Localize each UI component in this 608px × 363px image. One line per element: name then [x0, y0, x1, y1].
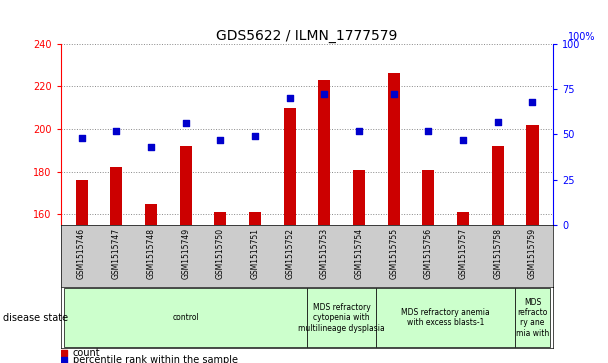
Point	[320, 91, 330, 97]
Point	[181, 121, 190, 126]
Point	[235, 326, 245, 332]
Text: count: count	[73, 347, 100, 358]
Bar	[75, 180, 88, 225]
Text: GSM1515759: GSM1515759	[528, 228, 537, 279]
Bar	[388, 73, 400, 225]
Title: GDS5622 / ILMN_1777579: GDS5622 / ILMN_1777579	[216, 29, 398, 42]
Bar	[283, 107, 295, 225]
Text: GSM1515756: GSM1515756	[424, 228, 433, 279]
Bar	[307, 288, 376, 347]
Bar	[179, 146, 192, 225]
Text: GSM1515748: GSM1515748	[147, 228, 156, 279]
Point	[285, 95, 294, 101]
Text: GSM1515757: GSM1515757	[458, 228, 468, 279]
Bar	[376, 288, 515, 347]
Bar	[145, 204, 157, 225]
Bar	[515, 288, 550, 347]
Text: MDS refractory anemia
with excess blasts-1: MDS refractory anemia with excess blasts…	[401, 308, 490, 327]
Bar	[249, 212, 261, 225]
Bar	[527, 125, 539, 225]
Text: GSM1515758: GSM1515758	[493, 228, 502, 279]
Bar	[319, 80, 331, 225]
Point	[493, 119, 503, 125]
Point	[458, 137, 468, 143]
Point	[528, 99, 537, 105]
Text: GSM1515755: GSM1515755	[389, 228, 398, 279]
Point	[389, 91, 399, 97]
Point	[146, 144, 156, 150]
Text: MDS refractory
cytopenia with
multilineage dysplasia: MDS refractory cytopenia with multilinea…	[299, 303, 385, 333]
Text: GSM1515747: GSM1515747	[112, 228, 121, 279]
Text: GSM1515750: GSM1515750	[216, 228, 225, 279]
Point	[354, 128, 364, 134]
Text: GSM1515749: GSM1515749	[181, 228, 190, 279]
Bar	[64, 288, 307, 347]
Point	[215, 137, 225, 143]
Text: GSM1515754: GSM1515754	[354, 228, 364, 279]
Point	[250, 133, 260, 139]
Text: GSM1515753: GSM1515753	[320, 228, 329, 279]
Text: GSM1515746: GSM1515746	[77, 228, 86, 279]
Text: 100%: 100%	[568, 32, 596, 42]
Text: disease state: disease state	[3, 313, 68, 323]
Point	[111, 128, 121, 134]
Bar	[457, 212, 469, 225]
Text: GSM1515752: GSM1515752	[285, 228, 294, 279]
Point	[77, 135, 86, 141]
Bar	[423, 170, 435, 225]
Bar	[353, 170, 365, 225]
Text: MDS
refracto
ry ane
mia with: MDS refracto ry ane mia with	[516, 298, 549, 338]
Text: GSM1515751: GSM1515751	[250, 228, 260, 279]
Text: control: control	[172, 313, 199, 322]
Bar	[492, 146, 504, 225]
Bar	[214, 212, 226, 225]
Bar	[110, 167, 122, 225]
Text: percentile rank within the sample: percentile rank within the sample	[73, 355, 238, 363]
Point	[235, 258, 245, 264]
Point	[424, 128, 434, 134]
